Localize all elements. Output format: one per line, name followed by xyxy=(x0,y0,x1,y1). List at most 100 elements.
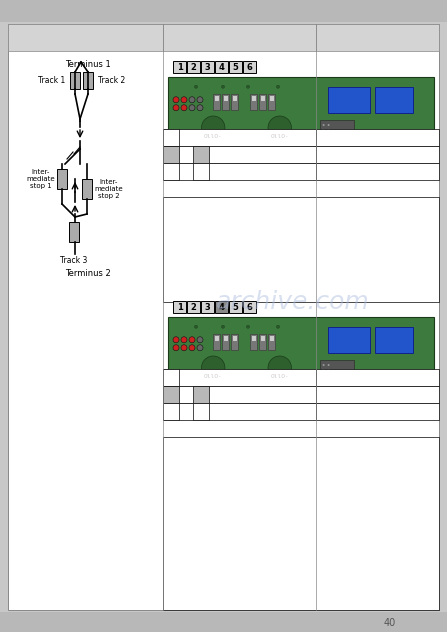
Bar xyxy=(250,334,257,349)
Circle shape xyxy=(202,356,225,379)
Bar xyxy=(231,334,238,349)
Bar xyxy=(328,87,370,112)
Circle shape xyxy=(323,129,325,131)
Bar xyxy=(201,61,214,73)
Bar xyxy=(375,87,413,112)
Text: Inter-
mediate
stop 2: Inter- mediate stop 2 xyxy=(94,179,122,199)
Bar xyxy=(163,437,439,610)
Bar xyxy=(261,336,265,341)
Bar xyxy=(168,77,434,142)
Bar xyxy=(173,301,186,313)
Text: archive.com: archive.com xyxy=(216,290,370,314)
Circle shape xyxy=(181,97,187,103)
Text: 40: 40 xyxy=(384,618,396,628)
Circle shape xyxy=(173,344,179,351)
Bar xyxy=(222,334,229,349)
Bar xyxy=(231,94,238,109)
Circle shape xyxy=(323,134,325,136)
Bar xyxy=(259,334,266,349)
Bar xyxy=(229,61,242,73)
Bar xyxy=(193,386,209,403)
Text: Terminus 1: Terminus 1 xyxy=(65,60,111,69)
Bar xyxy=(163,386,316,403)
Bar xyxy=(229,301,242,313)
Circle shape xyxy=(189,337,195,343)
Bar xyxy=(0,612,447,632)
Bar xyxy=(173,61,186,73)
Circle shape xyxy=(328,134,329,136)
Circle shape xyxy=(173,105,179,111)
Circle shape xyxy=(246,85,249,88)
Bar xyxy=(259,94,266,109)
Bar xyxy=(193,146,209,163)
Bar xyxy=(316,129,439,146)
Bar xyxy=(268,334,275,349)
Circle shape xyxy=(323,374,325,376)
Circle shape xyxy=(173,97,179,103)
Text: 2: 2 xyxy=(190,63,196,71)
Circle shape xyxy=(189,105,195,111)
Circle shape xyxy=(197,337,203,343)
Bar xyxy=(168,317,434,382)
Bar xyxy=(243,61,256,73)
Text: 4: 4 xyxy=(219,63,224,71)
Circle shape xyxy=(328,369,329,371)
Circle shape xyxy=(202,116,225,140)
Text: 4: 4 xyxy=(219,303,224,312)
Circle shape xyxy=(194,325,198,328)
Bar xyxy=(163,403,316,420)
Bar xyxy=(316,146,439,163)
Circle shape xyxy=(189,97,195,103)
Bar xyxy=(70,72,80,89)
Bar xyxy=(163,146,316,163)
Bar xyxy=(201,301,214,313)
Text: Terminus 2: Terminus 2 xyxy=(65,269,111,278)
Bar xyxy=(163,386,179,403)
Circle shape xyxy=(328,129,329,131)
Bar xyxy=(187,61,200,73)
Circle shape xyxy=(323,369,325,371)
Bar xyxy=(0,0,447,22)
Text: 2: 2 xyxy=(190,303,196,312)
Bar xyxy=(215,61,228,73)
Circle shape xyxy=(197,97,203,103)
Text: Track 2: Track 2 xyxy=(98,76,125,85)
Text: 3: 3 xyxy=(205,63,211,71)
Circle shape xyxy=(323,124,325,126)
Bar xyxy=(261,95,265,100)
Bar xyxy=(215,336,219,341)
Bar xyxy=(268,94,275,109)
Bar xyxy=(163,146,179,163)
Text: 5: 5 xyxy=(232,63,238,71)
Bar xyxy=(57,169,67,189)
Bar xyxy=(215,301,228,313)
Bar xyxy=(83,72,93,89)
Text: OllO·: OllO· xyxy=(204,134,223,139)
Circle shape xyxy=(181,337,187,343)
Bar xyxy=(213,94,220,109)
Bar xyxy=(316,403,439,420)
Bar xyxy=(163,163,316,180)
Bar xyxy=(316,163,439,180)
Circle shape xyxy=(197,344,203,351)
Bar xyxy=(270,336,274,341)
Bar xyxy=(187,301,200,313)
Bar xyxy=(252,336,256,341)
Text: OllO·: OllO· xyxy=(270,374,289,379)
Bar xyxy=(252,95,256,100)
Bar xyxy=(320,120,354,138)
Circle shape xyxy=(323,364,325,366)
Text: 1: 1 xyxy=(177,63,182,71)
Text: 6: 6 xyxy=(247,303,253,312)
Bar xyxy=(224,336,228,341)
Circle shape xyxy=(197,105,203,111)
Bar xyxy=(163,129,179,146)
Circle shape xyxy=(246,325,249,328)
Bar xyxy=(69,222,79,242)
Bar xyxy=(224,95,228,100)
Bar xyxy=(193,163,209,180)
Bar xyxy=(375,327,413,353)
Bar xyxy=(250,94,257,109)
Text: 6: 6 xyxy=(247,63,253,71)
Text: OllO·: OllO· xyxy=(270,134,289,139)
